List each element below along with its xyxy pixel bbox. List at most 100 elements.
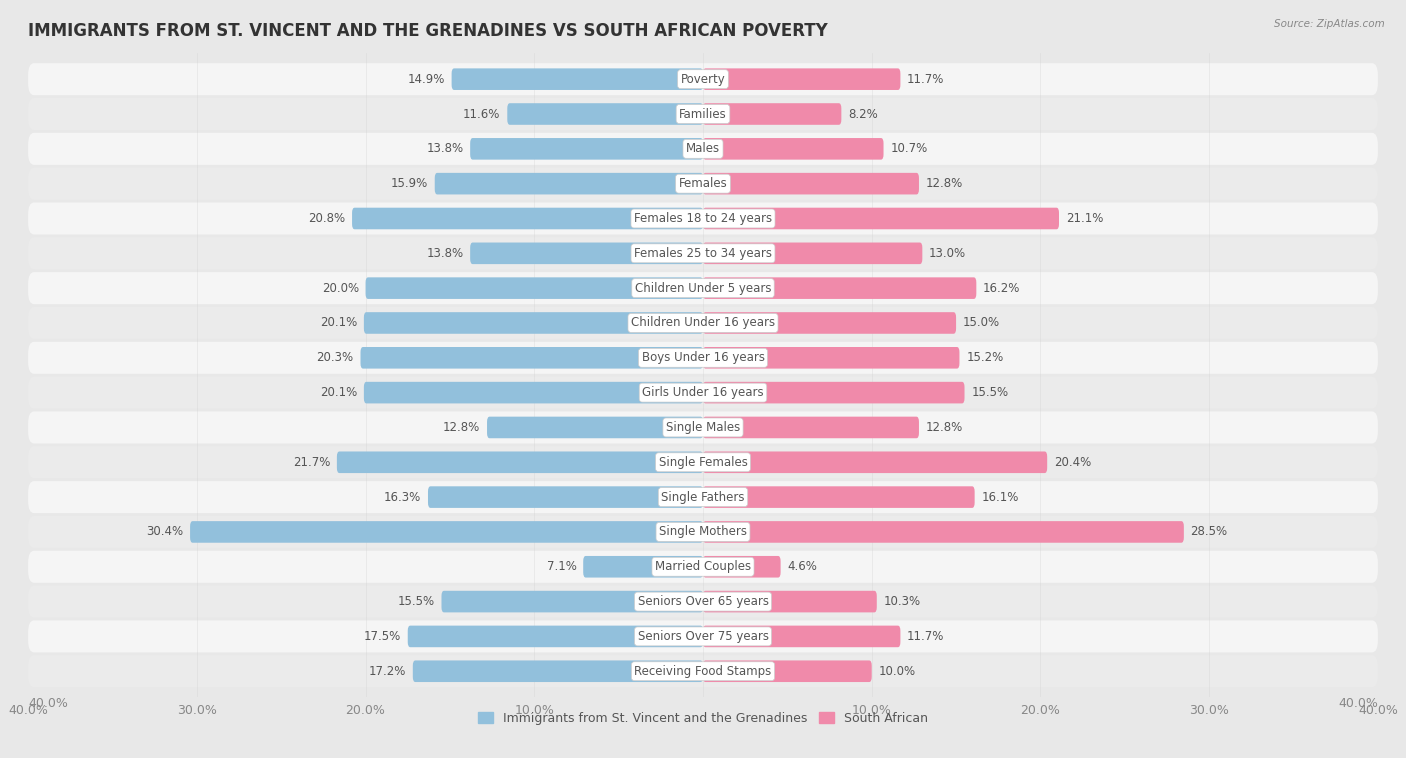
FancyBboxPatch shape — [427, 487, 703, 508]
FancyBboxPatch shape — [703, 68, 900, 90]
Text: 16.2%: 16.2% — [983, 282, 1021, 295]
Text: IMMIGRANTS FROM ST. VINCENT AND THE GRENADINES VS SOUTH AFRICAN POVERTY: IMMIGRANTS FROM ST. VINCENT AND THE GREN… — [28, 23, 828, 40]
FancyBboxPatch shape — [703, 660, 872, 682]
Text: 12.8%: 12.8% — [925, 421, 963, 434]
Text: 13.8%: 13.8% — [426, 143, 464, 155]
Text: 12.8%: 12.8% — [443, 421, 481, 434]
Text: Single Mothers: Single Mothers — [659, 525, 747, 538]
FancyBboxPatch shape — [28, 516, 1378, 548]
FancyBboxPatch shape — [360, 347, 703, 368]
FancyBboxPatch shape — [703, 208, 1059, 229]
FancyBboxPatch shape — [703, 590, 877, 612]
Text: 10.3%: 10.3% — [883, 595, 921, 608]
Text: Girls Under 16 years: Girls Under 16 years — [643, 386, 763, 399]
Text: Seniors Over 75 years: Seniors Over 75 years — [637, 630, 769, 643]
Text: Children Under 16 years: Children Under 16 years — [631, 317, 775, 330]
FancyBboxPatch shape — [508, 103, 703, 125]
FancyBboxPatch shape — [413, 660, 703, 682]
Text: 7.1%: 7.1% — [547, 560, 576, 573]
FancyBboxPatch shape — [703, 556, 780, 578]
FancyBboxPatch shape — [470, 138, 703, 160]
FancyBboxPatch shape — [703, 452, 1047, 473]
Text: 15.9%: 15.9% — [391, 177, 427, 190]
Text: Females: Females — [679, 177, 727, 190]
FancyBboxPatch shape — [28, 202, 1378, 234]
FancyBboxPatch shape — [583, 556, 703, 578]
FancyBboxPatch shape — [28, 272, 1378, 304]
Text: 21.1%: 21.1% — [1066, 212, 1104, 225]
Text: Source: ZipAtlas.com: Source: ZipAtlas.com — [1274, 19, 1385, 29]
Text: 20.3%: 20.3% — [316, 351, 354, 365]
Text: 15.5%: 15.5% — [972, 386, 1008, 399]
Text: 12.8%: 12.8% — [925, 177, 963, 190]
Text: 20.1%: 20.1% — [321, 386, 357, 399]
Text: Seniors Over 65 years: Seniors Over 65 years — [637, 595, 769, 608]
Text: Males: Males — [686, 143, 720, 155]
FancyBboxPatch shape — [470, 243, 703, 264]
FancyBboxPatch shape — [703, 312, 956, 334]
Text: 13.0%: 13.0% — [929, 247, 966, 260]
Text: 28.5%: 28.5% — [1191, 525, 1227, 538]
Text: Poverty: Poverty — [681, 73, 725, 86]
Text: Females 25 to 34 years: Females 25 to 34 years — [634, 247, 772, 260]
FancyBboxPatch shape — [28, 342, 1378, 374]
Text: 40.0%: 40.0% — [28, 697, 67, 710]
Text: Females 18 to 24 years: Females 18 to 24 years — [634, 212, 772, 225]
Text: 16.3%: 16.3% — [384, 490, 422, 503]
FancyBboxPatch shape — [703, 417, 920, 438]
FancyBboxPatch shape — [703, 347, 959, 368]
FancyBboxPatch shape — [28, 481, 1378, 513]
FancyBboxPatch shape — [703, 173, 920, 195]
Text: Single Fathers: Single Fathers — [661, 490, 745, 503]
Text: 30.4%: 30.4% — [146, 525, 183, 538]
FancyBboxPatch shape — [703, 382, 965, 403]
FancyBboxPatch shape — [28, 586, 1378, 618]
FancyBboxPatch shape — [28, 551, 1378, 583]
FancyBboxPatch shape — [28, 63, 1378, 96]
Text: 21.7%: 21.7% — [292, 456, 330, 468]
FancyBboxPatch shape — [28, 237, 1378, 269]
FancyBboxPatch shape — [366, 277, 703, 299]
Text: 16.1%: 16.1% — [981, 490, 1019, 503]
FancyBboxPatch shape — [703, 277, 976, 299]
FancyBboxPatch shape — [364, 312, 703, 334]
Text: 4.6%: 4.6% — [787, 560, 817, 573]
FancyBboxPatch shape — [703, 487, 974, 508]
FancyBboxPatch shape — [28, 412, 1378, 443]
FancyBboxPatch shape — [486, 417, 703, 438]
FancyBboxPatch shape — [364, 382, 703, 403]
Text: Receiving Food Stamps: Receiving Food Stamps — [634, 665, 772, 678]
FancyBboxPatch shape — [28, 133, 1378, 164]
FancyBboxPatch shape — [28, 377, 1378, 409]
FancyBboxPatch shape — [408, 625, 703, 647]
Text: 15.0%: 15.0% — [963, 317, 1000, 330]
FancyBboxPatch shape — [703, 243, 922, 264]
FancyBboxPatch shape — [703, 522, 1184, 543]
Text: Single Males: Single Males — [666, 421, 740, 434]
FancyBboxPatch shape — [703, 138, 883, 160]
FancyBboxPatch shape — [190, 522, 703, 543]
Text: Children Under 5 years: Children Under 5 years — [634, 282, 772, 295]
Text: 11.7%: 11.7% — [907, 73, 945, 86]
Text: 10.0%: 10.0% — [879, 665, 915, 678]
Text: 20.4%: 20.4% — [1054, 456, 1091, 468]
FancyBboxPatch shape — [28, 307, 1378, 339]
Text: Single Females: Single Females — [658, 456, 748, 468]
Text: 14.9%: 14.9% — [408, 73, 444, 86]
Text: 15.2%: 15.2% — [966, 351, 1004, 365]
FancyBboxPatch shape — [703, 625, 900, 647]
FancyBboxPatch shape — [451, 68, 703, 90]
FancyBboxPatch shape — [337, 452, 703, 473]
FancyBboxPatch shape — [352, 208, 703, 229]
FancyBboxPatch shape — [28, 655, 1378, 688]
Text: 15.5%: 15.5% — [398, 595, 434, 608]
Text: 13.8%: 13.8% — [426, 247, 464, 260]
Text: 20.0%: 20.0% — [322, 282, 359, 295]
FancyBboxPatch shape — [28, 98, 1378, 130]
Text: Families: Families — [679, 108, 727, 121]
Text: 11.6%: 11.6% — [463, 108, 501, 121]
Text: Married Couples: Married Couples — [655, 560, 751, 573]
FancyBboxPatch shape — [28, 620, 1378, 653]
Text: 40.0%: 40.0% — [1339, 697, 1378, 710]
Text: 11.7%: 11.7% — [907, 630, 945, 643]
